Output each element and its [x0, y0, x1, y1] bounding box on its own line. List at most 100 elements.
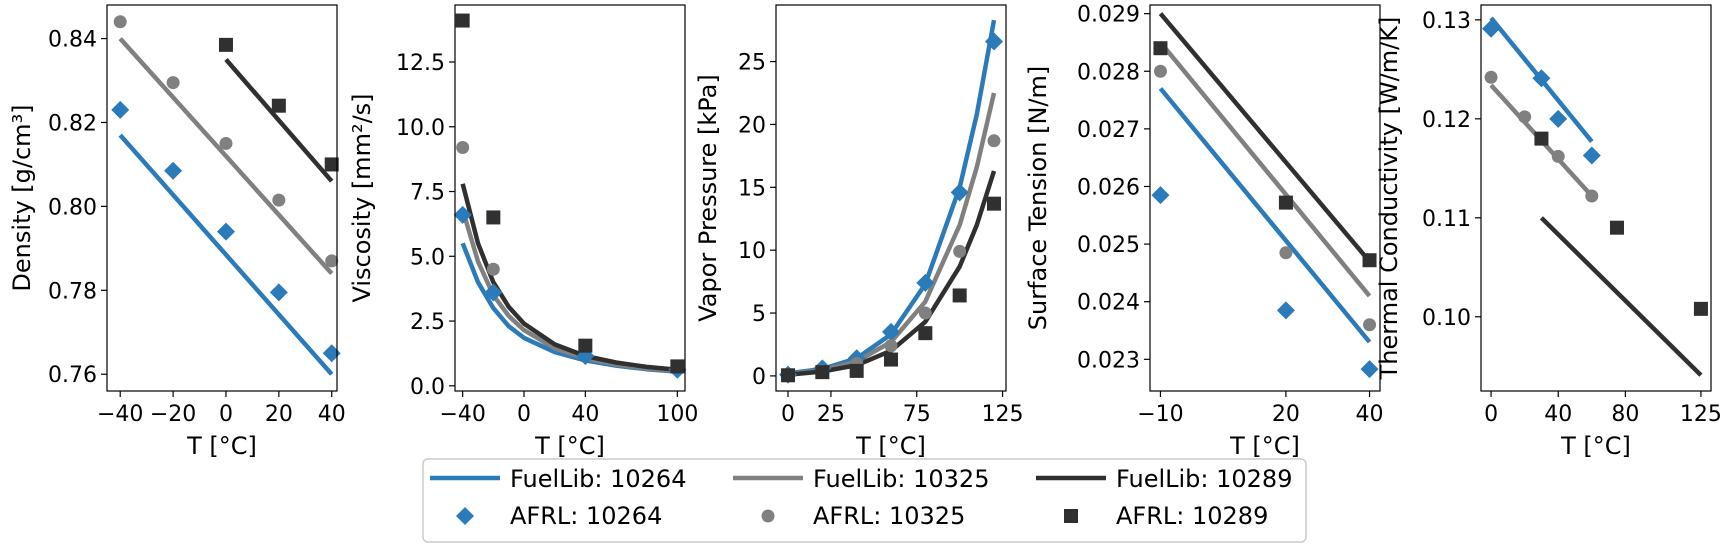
y-tick-label: 0.78 [48, 279, 97, 304]
data-point-1-7 [984, 32, 1003, 51]
data-point-1-1 [1151, 186, 1170, 205]
data-point-1-2 [1276, 301, 1295, 320]
y-tick-label: 0.76 [48, 363, 97, 388]
y-tick-label: 0.0 [410, 375, 445, 400]
y-tick-label: 0.82 [48, 111, 97, 136]
data-point-2-2 [1279, 246, 1293, 260]
series-line-2 [1158, 40, 1372, 298]
x-tick-label: 0 [1484, 402, 1498, 427]
data-point-3-4 [884, 352, 898, 367]
data-point-1-3 [216, 222, 235, 241]
y-tick-label: 0.026 [1077, 175, 1140, 200]
legend-item: AFRL: 10264 [456, 502, 662, 530]
x-tick-label: 100 [656, 402, 698, 427]
data-point-3-1 [1153, 41, 1168, 56]
y-tick-label: 0.12 [1422, 108, 1471, 133]
x-tick-label: 20 [265, 402, 293, 427]
x-tick-label: −20 [150, 402, 196, 427]
y-tick-label: 0.80 [48, 195, 97, 220]
y-tick-label: 0 [752, 365, 766, 390]
x-tick-label: −40 [97, 402, 143, 427]
data-point-2-1 [1153, 64, 1167, 78]
data-point-2-2 [486, 262, 500, 276]
y-tick-label: 12.5 [396, 51, 445, 76]
data-point-1-2 [484, 283, 503, 302]
data-point-3-1 [781, 368, 796, 383]
data-point-2-5 [325, 254, 339, 268]
data-point-2-4 [884, 339, 898, 353]
data-point-2-1 [1484, 70, 1498, 84]
axes-frame [454, 4, 686, 392]
x-tick-label: 80 [1611, 402, 1639, 427]
data-point-3-2 [1609, 220, 1624, 235]
y-tick-label: 0.10 [1422, 306, 1471, 331]
data-point-2-2 [1518, 110, 1532, 124]
data-point-3-2 [271, 98, 286, 113]
y-tick-label: 2.5 [410, 310, 445, 335]
data-point-3-3 [1693, 301, 1708, 316]
series-line-3 [460, 183, 678, 373]
data-point-3-5 [918, 326, 933, 341]
data-point-1-4 [882, 322, 900, 341]
y-tick-label: 25 [738, 51, 766, 76]
x-tick-label: 40 [1356, 402, 1384, 427]
x-tick-label: 40 [571, 402, 599, 427]
panel-4: −10 20 40 0.023 0.024 0.025 0.026 0.027 0.028 0.0… [1024, 3, 1384, 460]
x-tick-label: 75 [903, 402, 931, 427]
data-point-3-2 [1278, 195, 1293, 210]
data-point-1-6 [950, 183, 969, 202]
y-tick-label: 0.029 [1077, 3, 1140, 28]
panel-5: 0 40 80 125 0.10 0.11 0.12 0.13 T [°C] Thermal Co… [1375, 4, 1722, 460]
x-tick-label: 0 [781, 402, 795, 427]
series-line-3 [1539, 216, 1703, 377]
data-point-3-7 [986, 196, 1001, 211]
data-point-1-3 [1549, 109, 1568, 128]
x-axis-label: T [°C] [534, 432, 605, 460]
legend-item: FuelLib: 10325 [733, 465, 989, 493]
y-tick-label: 0.11 [1422, 207, 1471, 232]
y-tick-label: 0.028 [1077, 60, 1140, 85]
data-point-2-6 [953, 244, 967, 258]
legend-label: AFRL: 10264 [510, 502, 662, 530]
data-point-3-1 [455, 13, 470, 28]
legend-marker-swatch [761, 509, 775, 523]
data-point-3-3 [849, 363, 864, 378]
x-axis-label: T [°C] [1560, 432, 1631, 460]
legend-label: FuelLib: 10289 [1116, 465, 1292, 493]
y-tick-label: 0.025 [1077, 233, 1140, 258]
data-point-2-3 [219, 136, 233, 150]
series-line-1 [118, 133, 334, 376]
data-point-2-1 [113, 15, 127, 29]
data-point-2-7 [987, 134, 1001, 148]
data-point-1-4 [1582, 146, 1601, 165]
axes-frame [775, 4, 1007, 392]
legend-marker-swatch [456, 507, 474, 525]
data-point-2-3 [1363, 318, 1377, 332]
series-line-2 [118, 37, 334, 276]
data-point-3-2 [486, 210, 501, 225]
x-axis-label: T [°C] [186, 432, 257, 460]
data-point-1-3 [1360, 360, 1379, 379]
series-line-3 [224, 58, 334, 183]
data-point-1-5 [916, 273, 935, 292]
data-point-3-2 [815, 365, 830, 380]
panel-1: −40 −20 0 20 40 0.76 0.78 0.80 0.82 0.84 T [°C] Den… [8, 4, 346, 460]
data-point-3-4 [670, 359, 685, 374]
data-point-3-1 [1534, 131, 1549, 146]
data-point-3-3 [1362, 253, 1377, 268]
data-point-2-3 [1551, 149, 1565, 163]
panel-3: 0 25 75 125 0 5 10 15 20 25 T [°C] Vapor Pressure [… [694, 4, 1024, 460]
y-axis-label: Density [g/cm³] [8, 104, 36, 291]
x-tick-label: 25 [817, 402, 845, 427]
y-tick-label: 0.023 [1077, 348, 1140, 373]
data-point-2-4 [1585, 189, 1599, 203]
legend-item: AFRL: 10325 [761, 502, 965, 530]
data-point-1-5 [322, 344, 341, 363]
panels: −40 −20 0 20 40 0.76 0.78 0.80 0.82 0.84 T [°C] Den… [8, 3, 1722, 460]
x-tick-label: 0 [219, 402, 233, 427]
y-tick-label: 0.027 [1077, 118, 1140, 143]
data-point-3-6 [952, 288, 967, 303]
data-point-2-1 [456, 140, 470, 154]
x-axis-label: T [°C] [1229, 432, 1300, 460]
x-tick-label: 40 [318, 402, 346, 427]
